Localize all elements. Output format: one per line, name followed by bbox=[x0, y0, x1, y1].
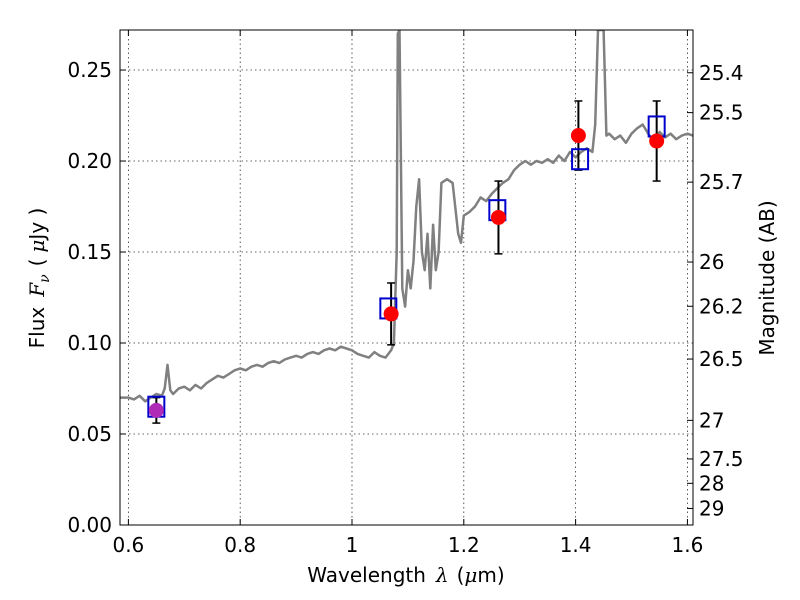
series-group bbox=[120, 30, 693, 403]
x-tick-label: 1.2 bbox=[448, 533, 480, 557]
model-point bbox=[571, 148, 590, 171]
y-axis-label: FluxFν(μJy ) bbox=[25, 208, 53, 349]
observed-point bbox=[570, 128, 586, 144]
y-tick-label: 0.15 bbox=[67, 240, 112, 264]
y-tick-label: 0.05 bbox=[67, 422, 112, 446]
x-axis-label: Wavelength λ (μm) bbox=[307, 563, 504, 587]
y2-tick-label: 29 bbox=[699, 496, 724, 520]
y2-tick-label: 26.5 bbox=[699, 347, 744, 371]
spectrum-line bbox=[120, 30, 693, 403]
y2-tick-label: 26 bbox=[699, 250, 724, 274]
x-tick-label: 1.4 bbox=[560, 533, 592, 557]
y2-tick-label: 25.4 bbox=[699, 61, 744, 85]
y2-tick-label: 27 bbox=[699, 408, 724, 432]
y2-tick-label: 27.5 bbox=[699, 447, 744, 471]
observed-point bbox=[148, 402, 164, 418]
observed-point bbox=[649, 133, 665, 149]
ticks: 0.6 0.8 1 1.2 1.4 1.6 0.00 0.05 0.10 0.15 0.20 0.25… bbox=[67, 30, 744, 557]
y-tick-label: 0.10 bbox=[67, 331, 112, 355]
y-tick-label: 0.25 bbox=[67, 58, 112, 82]
x-tick-label: 0.6 bbox=[112, 533, 144, 557]
y2-axis-label: Magnitude (AB) bbox=[755, 200, 779, 355]
y2-tick-label: 28 bbox=[699, 471, 724, 495]
observed-point bbox=[383, 306, 399, 322]
y2-tick-label: 25.5 bbox=[699, 101, 744, 125]
x-tick-label: 1 bbox=[346, 533, 359, 557]
y2-tick-label: 26.2 bbox=[699, 294, 744, 318]
observed-point bbox=[490, 209, 506, 225]
axes-frame bbox=[119, 29, 694, 526]
x-tick-label: 0.8 bbox=[224, 533, 256, 557]
y-tick-label: 0.00 bbox=[67, 513, 112, 537]
y-tick-label: 0.20 bbox=[67, 149, 112, 173]
x-tick-label: 1.6 bbox=[672, 533, 704, 557]
plot-area bbox=[120, 30, 693, 424]
y2-tick-label: 25.7 bbox=[699, 170, 744, 194]
